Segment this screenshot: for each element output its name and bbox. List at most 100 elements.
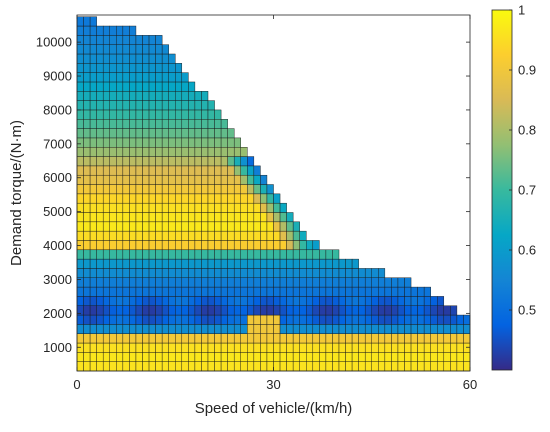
heatmap-cell — [96, 212, 104, 223]
heatmap-cell — [306, 296, 314, 306]
heatmap-cell — [345, 268, 353, 278]
heatmap-cell — [155, 333, 163, 344]
heatmap-cell — [279, 230, 287, 241]
heatmap-cell — [450, 342, 458, 353]
heatmap-cell — [76, 16, 84, 27]
heatmap-cell — [266, 296, 274, 306]
heatmap-cell — [410, 324, 418, 334]
heatmap-cell — [168, 268, 176, 278]
heatmap-cell — [201, 268, 209, 278]
heatmap-cell — [175, 333, 183, 344]
heatmap-cell — [109, 202, 117, 213]
heatmap-cell — [135, 53, 143, 64]
heatmap-cell — [89, 324, 97, 334]
heatmap-cell — [247, 165, 255, 176]
heatmap-cell — [135, 35, 143, 45]
heatmap-cell — [253, 324, 261, 334]
heatmap-cell — [227, 193, 235, 204]
heatmap-cell — [76, 314, 84, 325]
heatmap-cell — [142, 100, 150, 111]
heatmap-cell — [410, 314, 418, 325]
heatmap-cell — [292, 221, 300, 232]
heatmap-cell — [364, 324, 372, 334]
heatmap-cell — [116, 44, 124, 55]
heatmap-cell — [325, 296, 333, 306]
heatmap-cell — [168, 72, 176, 83]
heatmap-cell — [83, 286, 91, 297]
heatmap-cell — [391, 296, 399, 306]
heatmap-cell — [142, 53, 150, 64]
heatmap-cell — [109, 277, 117, 288]
heatmap-cell — [155, 119, 163, 129]
heatmap-cell — [188, 361, 196, 372]
heatmap-cell — [240, 286, 248, 297]
heatmap-cell — [299, 333, 307, 344]
heatmap-cell — [201, 174, 209, 185]
heatmap-cell — [207, 212, 215, 223]
heatmap-cell — [345, 352, 353, 362]
heatmap-cell — [273, 212, 281, 223]
heatmap-cell — [148, 91, 156, 101]
heatmap-cell — [109, 352, 117, 362]
heatmap-cell — [102, 25, 110, 36]
heatmap-cell — [240, 202, 248, 213]
y-tick-label: 7000 — [43, 136, 72, 151]
heatmap-cell — [161, 305, 169, 316]
heatmap-cell — [161, 333, 169, 344]
heatmap-cell — [76, 128, 84, 139]
heatmap-cell — [312, 305, 320, 316]
heatmap-cell — [135, 165, 143, 176]
heatmap-cell — [247, 314, 255, 325]
heatmap-cell — [378, 277, 386, 288]
heatmap-cell — [332, 333, 340, 344]
heatmap-cell — [102, 221, 110, 232]
heatmap-cell — [161, 53, 169, 64]
heatmap-cell — [207, 314, 215, 325]
heatmap-cell — [247, 333, 255, 344]
heatmap-cell — [175, 240, 183, 251]
heatmap-cell — [410, 361, 418, 372]
heatmap-cell — [227, 249, 235, 260]
heatmap-cell — [148, 109, 156, 120]
heatmap-cell — [194, 249, 202, 260]
heatmap-cell — [233, 342, 241, 353]
heatmap-cell — [102, 240, 110, 251]
heatmap-cell — [260, 212, 268, 223]
heatmap-cell — [116, 342, 124, 353]
heatmap-cell — [279, 240, 287, 251]
heatmap-cell — [332, 296, 340, 306]
heatmap-cell — [155, 352, 163, 362]
heatmap-cell — [83, 91, 91, 101]
heatmap-cell — [286, 258, 294, 269]
heatmap-cell — [306, 305, 314, 316]
heatmap-cell — [358, 361, 366, 372]
heatmap-cell — [116, 109, 124, 120]
heatmap-cell — [83, 72, 91, 83]
heatmap-cell — [89, 165, 97, 176]
heatmap-cell — [273, 277, 281, 288]
heatmap-cell — [155, 286, 163, 297]
heatmap-cell — [129, 258, 137, 269]
heatmap-cell — [260, 342, 268, 353]
heatmap-cell — [76, 249, 84, 260]
heatmap-cell — [181, 286, 189, 297]
heatmap-cell — [148, 258, 156, 269]
heatmap-cell — [122, 128, 130, 139]
heatmap-cell — [214, 156, 222, 167]
heatmap-cell — [168, 184, 176, 195]
heatmap-cell — [358, 305, 366, 316]
heatmap-cell — [188, 165, 196, 176]
heatmap-cell — [220, 119, 228, 129]
heatmap-cell — [129, 44, 137, 55]
heatmap-cell — [194, 165, 202, 176]
heatmap-cell — [109, 147, 117, 157]
heatmap-cell — [207, 184, 215, 195]
heatmap-cell — [306, 361, 314, 372]
heatmap-cell — [207, 249, 215, 260]
heatmap-cell — [135, 249, 143, 260]
colorbar-tick-label: 0.7 — [518, 183, 536, 198]
heatmap-cell — [233, 147, 241, 157]
heatmap-cell — [220, 221, 228, 232]
heatmap-cell — [175, 119, 183, 129]
